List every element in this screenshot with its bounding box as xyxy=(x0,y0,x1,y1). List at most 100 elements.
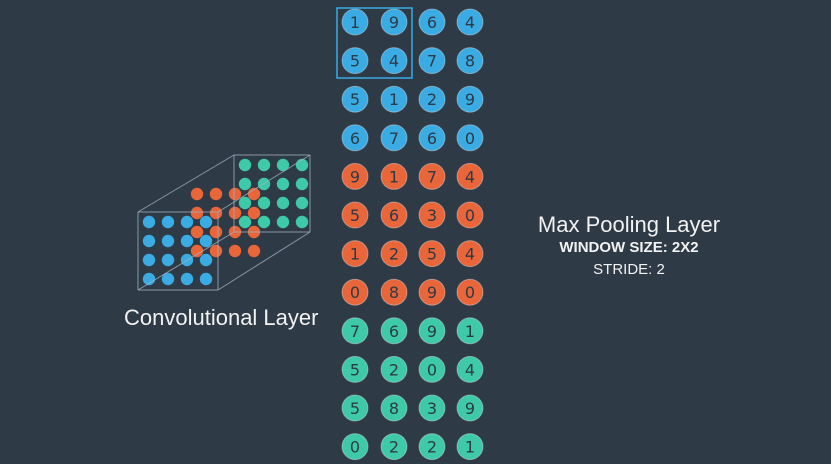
frame-edge xyxy=(137,231,235,291)
conv-dot xyxy=(199,234,213,248)
conv-dot xyxy=(238,177,252,191)
conv-dot xyxy=(257,215,271,229)
conv-dot xyxy=(247,244,261,258)
conv-dot xyxy=(199,272,213,286)
grid-cell: 9 xyxy=(418,317,446,345)
grid-cell-circle xyxy=(456,240,484,268)
grid-cell: 5 xyxy=(341,47,369,75)
grid-cell: 2 xyxy=(380,433,408,461)
grid-cell-circle xyxy=(418,85,446,113)
grid-cell: 3 xyxy=(418,201,446,229)
grid-cell: 1 xyxy=(456,317,484,345)
grid-cell-value: 9 xyxy=(465,399,475,418)
grid-cell-circle xyxy=(418,162,446,190)
grid-cell-value: 1 xyxy=(350,245,360,264)
grid-cell: 5 xyxy=(341,355,369,383)
grid-cell-value: 0 xyxy=(465,283,475,302)
grid-cell-value: 2 xyxy=(389,360,399,379)
grid-cell-value: 1 xyxy=(389,90,399,109)
grid-cell: 0 xyxy=(456,124,484,152)
grid-cell-circle xyxy=(380,47,408,75)
grid-cell-circle xyxy=(418,8,446,36)
grid-cell-circle xyxy=(341,394,369,422)
grid-cell-value: 9 xyxy=(389,13,399,32)
grid-cell: 9 xyxy=(456,85,484,113)
grid-cell-circle xyxy=(380,201,408,229)
grid-cell-circle xyxy=(380,8,408,36)
conv-dot xyxy=(190,244,204,258)
grid-cell: 6 xyxy=(380,317,408,345)
grid-cell-value: 0 xyxy=(427,360,437,379)
grid-cell-value: 4 xyxy=(465,13,475,32)
conv-dot xyxy=(238,215,252,229)
grid-cell-circle xyxy=(380,433,408,461)
grid-cell-value: 4 xyxy=(465,167,475,186)
grid-cell-circle xyxy=(341,317,369,345)
grid-cell: 4 xyxy=(456,162,484,190)
grid-cell-value: 1 xyxy=(350,13,360,32)
grid-cell-value: 2 xyxy=(427,438,437,457)
grid-cell-circle xyxy=(380,394,408,422)
grid-cell-circle xyxy=(380,162,408,190)
conv-dot xyxy=(142,253,156,267)
conv-layer-orange xyxy=(190,187,261,258)
conv-dot xyxy=(238,196,252,210)
grid-cell-circle xyxy=(341,355,369,383)
conv-dot xyxy=(161,234,175,248)
grid-cell-circle xyxy=(341,8,369,36)
grid-cell-circle xyxy=(456,278,484,306)
conv-dot xyxy=(180,234,194,248)
grid-cell-value: 6 xyxy=(427,13,437,32)
conv-dot xyxy=(209,244,223,258)
stride-text: STRIDE: 2 xyxy=(593,261,665,278)
grid-cell-value: 0 xyxy=(350,283,360,302)
grid-cell: 0 xyxy=(418,355,446,383)
conv-dot xyxy=(142,272,156,286)
grid-cell: 4 xyxy=(456,240,484,268)
frame-edge xyxy=(217,154,311,213)
grid-cell-circle xyxy=(418,317,446,345)
grid-cell-value: 5 xyxy=(350,399,360,418)
conv-dot xyxy=(142,234,156,248)
grid-cell: 1 xyxy=(380,162,408,190)
grid-cell-value: 9 xyxy=(427,283,437,302)
grid-cell-value: 7 xyxy=(427,167,437,186)
grid-cell-value: 0 xyxy=(465,206,475,225)
grid-cell-value: 0 xyxy=(465,129,475,148)
feature-map-grid: 1 9 6 45 4 7 85 1 2 96 7 6 09 1 7 45 6 3 01 2 5 40 8 9 07 6 9 15 2 0 4… xyxy=(341,8,484,461)
grid-cell-circle xyxy=(380,124,408,152)
grid-cell-value: 2 xyxy=(389,245,399,264)
grid-cell-value: 2 xyxy=(389,438,399,457)
conv-dot xyxy=(295,158,309,172)
grid-cell-circle xyxy=(341,124,369,152)
grid-cell: 4 xyxy=(380,47,408,75)
conv-dot xyxy=(257,158,271,172)
grid-cell-value: 7 xyxy=(427,52,437,71)
grid-cell-circle xyxy=(341,433,369,461)
conv-layer-frame xyxy=(137,154,311,291)
conv-dot xyxy=(142,215,156,229)
grid-cell-circle xyxy=(341,47,369,75)
grid-cell-value: 1 xyxy=(389,167,399,186)
grid-cell-circle xyxy=(456,162,484,190)
grid-cell: 7 xyxy=(341,317,369,345)
grid-cell-value: 2 xyxy=(427,90,437,109)
conv-dot xyxy=(247,206,261,220)
grid-cell: 1 xyxy=(341,240,369,268)
grid-cell-value: 7 xyxy=(389,129,399,148)
grid-cell: 2 xyxy=(418,433,446,461)
grid-cell-value: 7 xyxy=(350,322,360,341)
grid-cell-circle xyxy=(418,278,446,306)
grid-cell: 8 xyxy=(380,394,408,422)
grid-cell: 5 xyxy=(418,240,446,268)
grid-cell-value: 4 xyxy=(389,52,399,71)
grid-cell-circle xyxy=(418,240,446,268)
conv-dot xyxy=(276,215,290,229)
grid-cell-circle xyxy=(456,47,484,75)
conv-dot xyxy=(238,158,252,172)
grid-cell: 7 xyxy=(418,162,446,190)
grid-cell: 9 xyxy=(456,394,484,422)
grid-cell: 8 xyxy=(380,278,408,306)
window-size-label: WINDOW SIZE: xyxy=(559,239,668,256)
grid-cell-circle xyxy=(456,317,484,345)
